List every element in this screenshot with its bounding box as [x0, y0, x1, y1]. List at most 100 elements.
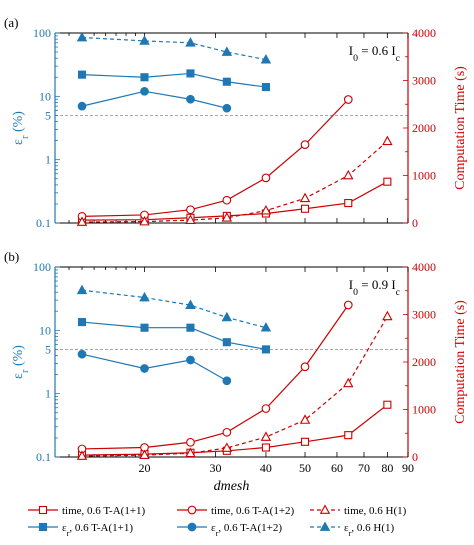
- legend-marker-err_ta11: [38, 522, 48, 532]
- data-point-time_ta11: [383, 177, 392, 186]
- right-axis-title: Computation Time (s): [453, 300, 468, 424]
- series-err_ta11: [77, 318, 270, 354]
- data-point-time_ta11: [383, 400, 392, 409]
- series-line-time_ta11: [81, 404, 388, 456]
- series-err_h1: [76, 31, 272, 64]
- legend-marker-time_ta12: [187, 505, 197, 515]
- data-point-time_ta11: [344, 431, 353, 440]
- legend-label-time_ta11: time, 0.6 T-A(1+1): [62, 505, 146, 517]
- data-point-err_ta11: [186, 323, 195, 332]
- data-point-err_ta12: [222, 376, 232, 386]
- legend-label-time_ta12: time, 0.6 T-A(1+2): [211, 505, 295, 517]
- data-point-time_h1: [221, 442, 233, 452]
- left-tick-label: 1: [45, 387, 51, 401]
- x-tick-label: 20: [138, 461, 150, 475]
- data-point-err_ta12: [140, 86, 149, 96]
- data-point-err_h1: [260, 322, 272, 332]
- left-axis-title: εr (%): [11, 111, 31, 145]
- data-point-time_h1: [343, 169, 354, 180]
- data-point-err_ta11: [140, 73, 149, 82]
- data-point-time_ta12: [300, 362, 310, 372]
- data-point-err_h1: [76, 284, 88, 295]
- data-point-err_ta12: [186, 355, 195, 365]
- data-point-time_h1: [299, 192, 311, 203]
- right-tick-label: 0: [412, 450, 418, 464]
- series-time_ta12: [77, 95, 353, 221]
- data-point-time_h1: [260, 205, 272, 215]
- data-point-time_ta11: [300, 204, 310, 213]
- left-tick-label: 100: [33, 26, 51, 40]
- data-point-time_ta12: [186, 205, 195, 215]
- x-tick-label: 30: [210, 461, 222, 475]
- x-tick-label: 40: [260, 461, 272, 475]
- data-point-time_ta12: [261, 173, 271, 183]
- left-tick-label: 1: [45, 153, 51, 167]
- data-point-err_ta11: [222, 77, 231, 86]
- left-tick-label: 10: [39, 89, 51, 103]
- left-tick-label: 0.1: [36, 450, 51, 464]
- data-point-time_h1: [221, 212, 233, 222]
- data-point-time_h1: [76, 450, 88, 460]
- x-tick-label: 50: [299, 461, 311, 475]
- data-point-err_h1: [221, 311, 233, 322]
- series-err_h1: [76, 284, 272, 332]
- right-tick-label: 4000: [412, 26, 436, 40]
- series-time_ta12: [77, 300, 353, 454]
- data-point-err_h1: [185, 37, 196, 47]
- data-point-time_h1: [185, 214, 196, 224]
- left-tick-label: 5: [45, 108, 51, 122]
- series-line-err_ta12: [81, 90, 227, 109]
- data-point-time_h1: [382, 310, 393, 321]
- series-line-err_ta12: [81, 353, 228, 382]
- legend-label-err_h1: εr, 0.6 H(1): [344, 522, 394, 538]
- legend: time, 0.6 T-A(1+1) time, 0.6 T-A(1+2) time…: [28, 504, 407, 538]
- data-point-time_h1: [139, 215, 150, 226]
- data-point-err_h1: [221, 46, 233, 56]
- data-point-err_ta11: [186, 69, 195, 78]
- x-tick-label: 60: [331, 461, 343, 475]
- data-point-time_h1: [260, 431, 272, 441]
- right-tick-label: 4000: [412, 260, 436, 274]
- series-line-time_h1: [82, 140, 388, 223]
- series-err_ta12: [77, 86, 232, 113]
- left-tick-label: 5: [45, 342, 51, 356]
- data-point-time_ta11: [300, 437, 310, 446]
- right-tick-label: 0: [412, 216, 418, 230]
- right-tick-label: 2000: [412, 355, 436, 369]
- series-time_h1: [76, 135, 393, 226]
- legend-marker-time_ta11: [38, 505, 48, 515]
- data-point-time_ta12: [186, 437, 195, 447]
- data-point-err_h1: [185, 299, 196, 309]
- data-point-err_ta11: [140, 323, 149, 332]
- right-tick-label: 2000: [412, 121, 436, 135]
- data-point-time_h1: [185, 447, 196, 458]
- data-point-err_ta11: [261, 83, 270, 92]
- series-time_ta11: [77, 400, 392, 460]
- panel-label: (b): [4, 249, 19, 264]
- data-point-err_ta12: [186, 94, 195, 104]
- data-point-err_h1: [139, 35, 150, 45]
- left-tick-label: 10: [39, 323, 51, 337]
- data-point-time_ta12: [222, 195, 232, 205]
- x-tick-label: 80: [381, 461, 393, 475]
- data-point-err_ta12: [77, 101, 87, 111]
- series-line-err_h1: [81, 36, 267, 61]
- series-line-err_h1: [81, 289, 267, 329]
- data-point-err_h1: [76, 31, 88, 42]
- left-tick-label: 100: [33, 260, 51, 274]
- data-point-err_h1: [260, 53, 272, 64]
- right-tick-label: 3000: [412, 74, 436, 88]
- data-point-time_ta12: [300, 140, 310, 149]
- data-point-err_ta12: [77, 349, 87, 359]
- data-point-err_ta12: [222, 103, 232, 113]
- data-point-time_ta12: [261, 404, 271, 413]
- series-line-err_ta11: [81, 321, 267, 350]
- data-point-time_ta12: [343, 95, 353, 104]
- data-point-time_ta11: [261, 443, 270, 452]
- legend-marker-err_h1: [319, 521, 331, 531]
- data-point-time_h1: [382, 135, 393, 146]
- left-tick-label: 0.1: [36, 216, 51, 230]
- legend-marker-time_h1: [319, 504, 331, 514]
